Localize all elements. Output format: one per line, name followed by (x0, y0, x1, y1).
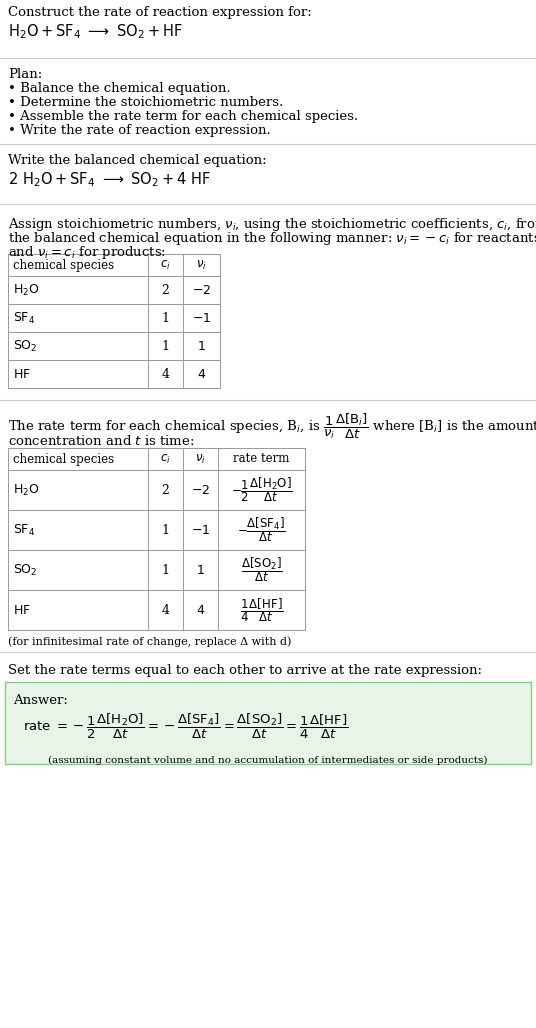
Text: and $\mathit{\nu_i} = \mathit{c_i}$ for products:: and $\mathit{\nu_i} = \mathit{c_i}$ for … (8, 244, 166, 261)
Text: $\mathrm{SO_2}$: $\mathrm{SO_2}$ (13, 338, 38, 354)
Text: $\mathrm{SO_2}$: $\mathrm{SO_2}$ (13, 562, 38, 578)
Text: • Write the rate of reaction expression.: • Write the rate of reaction expression. (8, 124, 271, 137)
Text: $\mathrm{H_2O}$: $\mathrm{H_2O}$ (13, 283, 40, 297)
Text: Answer:: Answer: (13, 694, 68, 707)
Text: Plan:: Plan: (8, 68, 42, 81)
Text: 4: 4 (161, 367, 169, 380)
Text: 1: 1 (161, 311, 169, 325)
Text: rate $= -\dfrac{1}{2}\dfrac{\Delta[\mathrm{H_2O}]}{\Delta t} = -\dfrac{\Delta[\m: rate $= -\dfrac{1}{2}\dfrac{\Delta[\math… (23, 712, 348, 741)
Text: 1: 1 (161, 563, 169, 577)
Text: $\mathrm{H_2O + SF_4 \ {\longrightarrow} \ SO_2 + HF}$: $\mathrm{H_2O + SF_4 \ {\longrightarrow}… (8, 22, 183, 41)
Text: $-2$: $-2$ (191, 483, 210, 497)
Text: 2: 2 (161, 284, 169, 296)
Text: $\mathit{c_i}$: $\mathit{c_i}$ (160, 258, 171, 271)
Text: • Determine the stoichiometric numbers.: • Determine the stoichiometric numbers. (8, 96, 283, 109)
Text: 1: 1 (161, 523, 169, 537)
Text: the balanced chemical equation in the following manner: $\mathit{\nu_i} = -\math: the balanced chemical equation in the fo… (8, 230, 536, 247)
Text: The rate term for each chemical species, B$_i$, is $\dfrac{1}{\nu_i}\dfrac{\Delt: The rate term for each chemical species,… (8, 412, 536, 441)
Text: $-\dfrac{1}{2}\dfrac{\Delta[\mathrm{H_2O}]}{\Delta t}$: $-\dfrac{1}{2}\dfrac{\Delta[\mathrm{H_2O… (230, 476, 293, 505)
Text: $\mathrm{H_2O}$: $\mathrm{H_2O}$ (13, 482, 40, 498)
Text: $-2$: $-2$ (192, 284, 211, 296)
Text: Construct the rate of reaction expression for:: Construct the rate of reaction expressio… (8, 6, 312, 19)
Text: chemical species: chemical species (13, 452, 114, 466)
Text: $\mathrm{2\ H_2O + SF_4 \ {\longrightarrow} \ SO_2 + 4\ HF}$: $\mathrm{2\ H_2O + SF_4 \ {\longrightarr… (8, 170, 211, 189)
Text: $-\dfrac{\Delta[\mathrm{SF_4}]}{\Delta t}$: $-\dfrac{\Delta[\mathrm{SF_4}]}{\Delta t… (237, 516, 286, 545)
FancyBboxPatch shape (5, 682, 531, 764)
Text: $\mathrm{HF}$: $\mathrm{HF}$ (13, 603, 31, 617)
Text: rate term: rate term (233, 452, 289, 466)
Text: $1$: $1$ (197, 339, 206, 353)
Text: • Assemble the rate term for each chemical species.: • Assemble the rate term for each chemic… (8, 110, 358, 123)
Text: Write the balanced chemical equation:: Write the balanced chemical equation: (8, 154, 266, 167)
Text: $-1$: $-1$ (191, 523, 210, 537)
Text: $\mathrm{SF_4}$: $\mathrm{SF_4}$ (13, 522, 35, 538)
Text: Set the rate terms equal to each other to arrive at the rate expression:: Set the rate terms equal to each other t… (8, 664, 482, 677)
Text: $1$: $1$ (196, 563, 205, 577)
Text: $-1$: $-1$ (192, 311, 211, 325)
Text: chemical species: chemical species (13, 258, 114, 271)
Text: 1: 1 (161, 339, 169, 353)
Text: $\mathit{\nu_i}$: $\mathit{\nu_i}$ (195, 452, 206, 466)
Text: (for infinitesimal rate of change, replace Δ with d): (for infinitesimal rate of change, repla… (8, 636, 292, 647)
Text: $\mathit{\nu_i}$: $\mathit{\nu_i}$ (196, 258, 207, 271)
Text: 4: 4 (161, 603, 169, 617)
Text: $\dfrac{1}{4}\dfrac{\Delta[\mathrm{HF}]}{\Delta t}$: $\dfrac{1}{4}\dfrac{\Delta[\mathrm{HF}]}… (240, 596, 284, 624)
Text: $\mathrm{SF_4}$: $\mathrm{SF_4}$ (13, 310, 35, 326)
Text: $\mathit{c_i}$: $\mathit{c_i}$ (160, 452, 171, 466)
Text: 2: 2 (161, 483, 169, 497)
Text: $4$: $4$ (197, 367, 206, 380)
Text: $\mathrm{HF}$: $\mathrm{HF}$ (13, 367, 31, 380)
Text: concentration and $t$ is time:: concentration and $t$ is time: (8, 434, 195, 448)
Text: $4$: $4$ (196, 603, 205, 617)
Text: • Balance the chemical equation.: • Balance the chemical equation. (8, 82, 230, 95)
Text: Assign stoichiometric numbers, $\mathit{\nu_i}$, using the stoichiometric coeffi: Assign stoichiometric numbers, $\mathit{… (8, 216, 536, 233)
Text: $\dfrac{\Delta[\mathrm{SO_2}]}{\Delta t}$: $\dfrac{\Delta[\mathrm{SO_2}]}{\Delta t}… (241, 555, 282, 584)
Text: (assuming constant volume and no accumulation of intermediates or side products): (assuming constant volume and no accumul… (48, 756, 488, 765)
